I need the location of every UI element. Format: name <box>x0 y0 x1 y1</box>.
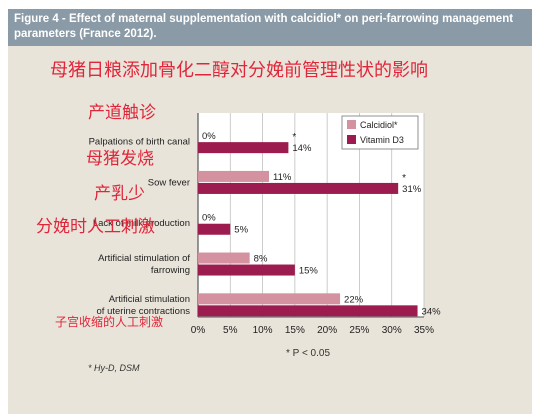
bar <box>198 223 231 235</box>
x-tick-labels: 0% 5% 10% 15% 20% 25% 30% 35% <box>191 325 434 336</box>
significance-mark: * <box>402 173 406 184</box>
category-label: Palpations of birth canal <box>89 137 190 148</box>
significance-footnote: * P < 0.05 <box>286 348 330 359</box>
category-labels: Palpations of birth canal Sow fever Lack o… <box>89 137 191 317</box>
legend-swatch <box>347 120 356 129</box>
data-label: 11% <box>273 172 292 183</box>
bar <box>198 293 341 305</box>
data-label: 14% <box>292 143 312 154</box>
legend: Calcidiol* Vitamin D3 <box>341 115 419 150</box>
data-label: 0% <box>202 213 216 224</box>
significance-mark: * <box>292 132 296 143</box>
category-label: Artificial stimulation <box>109 294 190 305</box>
x-tick-label: 5% <box>223 325 238 336</box>
data-label: 15% <box>299 266 319 277</box>
legend-label: Calcidiol* <box>360 120 398 130</box>
category-label: Lack of milk production <box>93 218 190 229</box>
bar <box>198 142 289 154</box>
bars: 0% 14% 11% 31% 0% 5% 8% 15% 22% 34% * * <box>198 131 441 317</box>
bar <box>198 182 399 194</box>
x-tick-label: 30% <box>382 325 402 336</box>
category-label: Sow fever <box>148 177 190 188</box>
source-footnote: * Hy-D, DSM <box>88 363 140 373</box>
bar <box>198 305 418 317</box>
data-label: 31% <box>402 184 422 195</box>
x-tick-label: 15% <box>285 325 305 336</box>
data-label: 8% <box>254 254 268 265</box>
legend-swatch <box>347 135 356 144</box>
x-tick-label: 35% <box>414 325 434 336</box>
x-tick-label: 0% <box>191 325 206 336</box>
x-tick-label: 10% <box>253 325 273 336</box>
legend-label: Vitamin D3 <box>360 135 404 145</box>
figure-title: Figure 4 - Effect of maternal supplement… <box>8 9 532 46</box>
data-label: 5% <box>234 225 248 236</box>
data-label: 0% <box>202 131 216 142</box>
category-label: of uterine contractions <box>97 306 191 317</box>
x-tick-label: 25% <box>349 325 369 336</box>
bar <box>198 252 250 264</box>
bar <box>198 264 295 276</box>
bar <box>198 170 270 182</box>
x-tick-label: 20% <box>317 325 337 336</box>
category-label: farrowing <box>151 265 190 276</box>
category-label: Artificial stimulation of <box>98 253 190 264</box>
data-label: 34% <box>422 306 442 317</box>
data-label: 22% <box>344 294 364 305</box>
